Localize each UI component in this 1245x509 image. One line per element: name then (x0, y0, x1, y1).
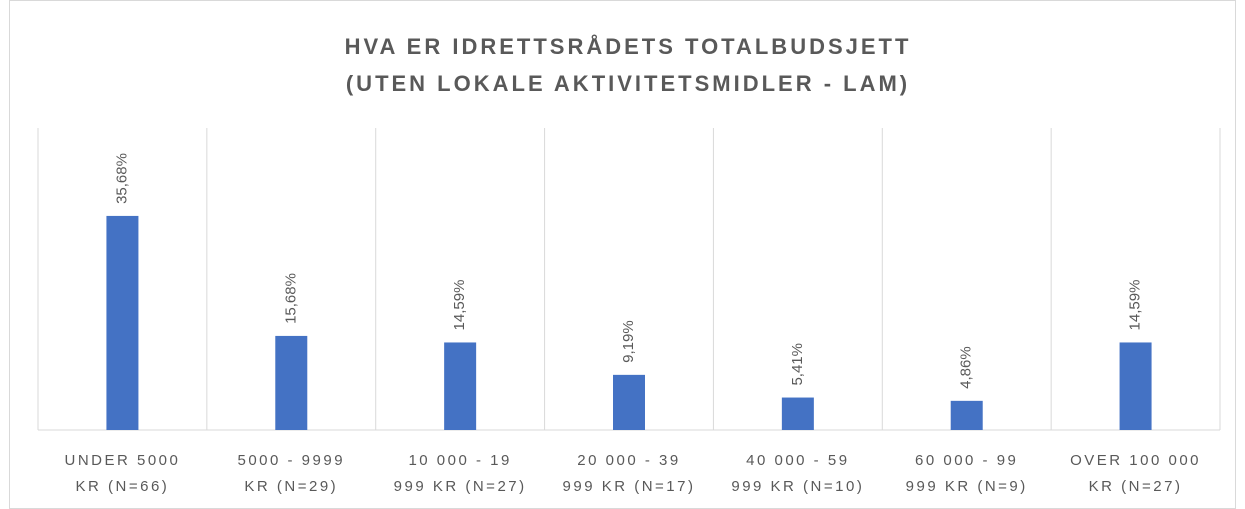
bar (950, 400, 983, 430)
x-tick-label: 999 KR (N=27) (394, 478, 527, 495)
bar (613, 374, 645, 430)
x-tick-label: KR (N=29) (244, 478, 338, 495)
value-label: 35,68% (113, 153, 130, 204)
bar (106, 215, 139, 430)
bar (781, 397, 814, 430)
x-tick-label: 999 KR (N=10) (731, 478, 864, 495)
bar (275, 335, 308, 430)
x-tick-label: 40 000 - 59 (746, 452, 849, 469)
x-tick-label: 5000 - 9999 (237, 452, 345, 469)
x-tick-label: 999 KR (N=9) (906, 478, 1028, 495)
value-label: 5,41% (789, 343, 806, 386)
bar (1119, 342, 1152, 430)
x-tick-label: 999 KR (N=17) (563, 478, 696, 495)
value-label: 14,59% (1127, 280, 1144, 331)
x-tick-label: UNDER 5000 (64, 452, 180, 469)
x-tick-label: 10 000 - 19 (408, 452, 511, 469)
bar (444, 342, 477, 430)
x-tick-label: OVER 100 000 (1070, 452, 1201, 469)
x-tick-label: KR (N=27) (1089, 478, 1183, 495)
x-tick-label: 60 000 - 99 (915, 452, 1018, 469)
value-label: 4,86% (958, 346, 975, 389)
value-label: 14,59% (451, 280, 468, 331)
value-label: 15,68% (282, 273, 299, 324)
chart-title: HVA ER IDRETTSRÅDETS TOTALBUDSJETT (345, 33, 912, 59)
value-label: 9,19% (620, 320, 637, 363)
chart-title: (UTEN LOKALE AKTIVITETSMIDLER - LAM) (346, 71, 910, 96)
x-tick-label: 20 000 - 39 (577, 452, 680, 469)
x-tick-label: KR (N=66) (76, 478, 170, 495)
